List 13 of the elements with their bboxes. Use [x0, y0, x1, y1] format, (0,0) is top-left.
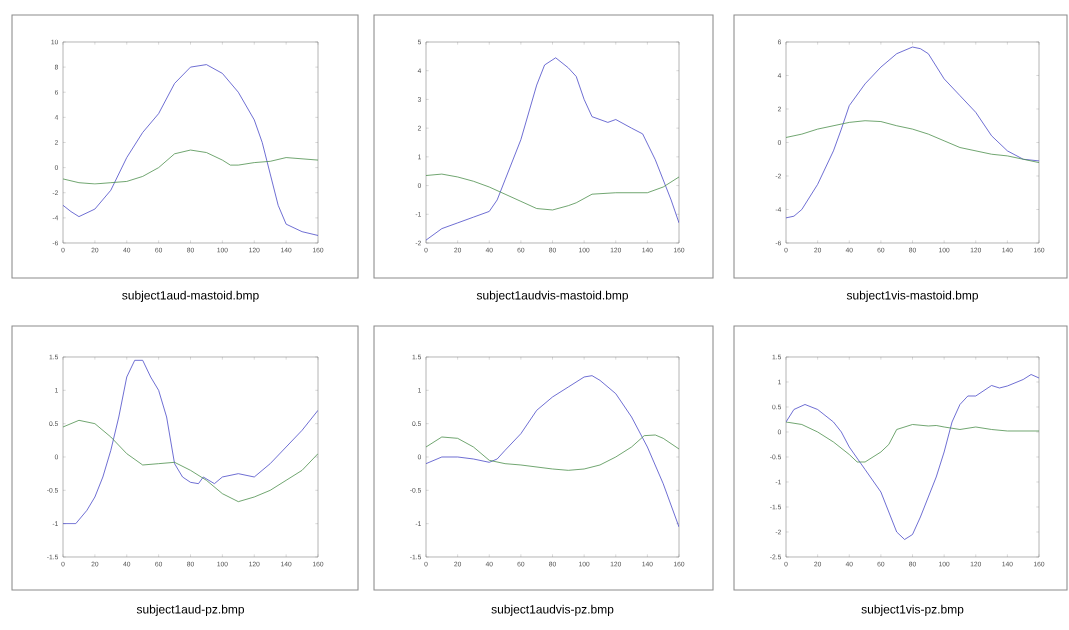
line-series	[426, 375, 680, 528]
text: subject1aud-mastoid.bmp	[122, 290, 259, 302]
line-series	[786, 46, 1040, 219]
text: subject1audvis-mastoid.bmp	[476, 290, 629, 302]
line-series	[786, 374, 1040, 540]
text: subject1audvis-pz.bmp	[491, 604, 614, 616]
line-series	[426, 57, 680, 241]
text: subject1vis-pz.bmp	[861, 604, 964, 616]
line-series	[63, 359, 319, 525]
line-series	[63, 64, 319, 236]
text: subject1vis-mastoid.bmp	[846, 290, 979, 302]
line-series	[63, 419, 319, 503]
text: subject1aud-pz.bmp	[136, 604, 245, 616]
